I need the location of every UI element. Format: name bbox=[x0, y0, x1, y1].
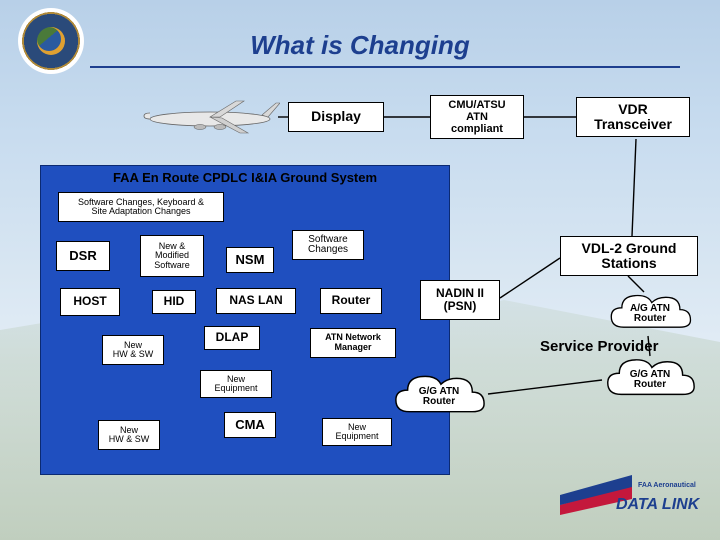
label-software-changes: SoftwareChanges bbox=[292, 230, 364, 260]
box-vdr-transceiver: VDRTransceiver bbox=[576, 97, 690, 137]
svg-text:DATA LINK: DATA LINK bbox=[616, 496, 700, 513]
node-dsr: DSR bbox=[56, 241, 110, 271]
cloud-gg-atn-router-inner: G/G ATNRouter bbox=[390, 372, 488, 422]
box-vdl2-ground-stations: VDL-2 GroundStations bbox=[560, 236, 698, 276]
label-new-equipment-1: NewEquipment bbox=[200, 370, 272, 398]
box-display: Display bbox=[288, 102, 384, 132]
node-atn-network-manager: ATN NetworkManager bbox=[310, 328, 396, 358]
label-new-equipment-2: NewEquipment bbox=[322, 418, 392, 446]
node-hid: HID bbox=[152, 290, 196, 314]
svg-text:FAA Aeronautical: FAA Aeronautical bbox=[638, 482, 696, 489]
node-router: Router bbox=[320, 288, 382, 314]
label-new-hw-sw-1: NewHW & SW bbox=[102, 335, 164, 365]
node-host: HOST bbox=[60, 288, 120, 316]
label-service-provider: Service Provider bbox=[540, 338, 658, 355]
node-dlap: DLAP bbox=[204, 326, 260, 350]
box-cmu-atsu: CMU/ATSUATNcompliant bbox=[430, 95, 524, 139]
label-new-hw-sw-2: NewHW & SW bbox=[98, 420, 160, 450]
slide-title: What is Changing bbox=[0, 30, 720, 61]
label-software-keyboard-changes: Software Changes, Keyboard &Site Adaptat… bbox=[58, 192, 224, 222]
node-nas-lan: NAS LAN bbox=[216, 288, 296, 314]
datalink-logo-icon: FAA Aeronautical DATA LINK bbox=[560, 475, 700, 522]
box-nadin-psn: NADIN II(PSN) bbox=[420, 280, 500, 320]
cloud-gg-atn-router-outer: G/G ATNRouter bbox=[602, 356, 698, 404]
airplane-icon bbox=[140, 95, 280, 135]
cloud-ag-atn-router: A/G ATNRouter bbox=[604, 292, 696, 336]
node-nsm: NSM bbox=[226, 247, 274, 273]
faa-panel-title: FAA En Route CPDLC I&IA Ground System bbox=[44, 168, 446, 188]
node-cma: CMA bbox=[224, 412, 276, 438]
label-new-modified-software: New &ModifiedSoftware bbox=[140, 235, 204, 277]
title-underline bbox=[90, 66, 680, 68]
